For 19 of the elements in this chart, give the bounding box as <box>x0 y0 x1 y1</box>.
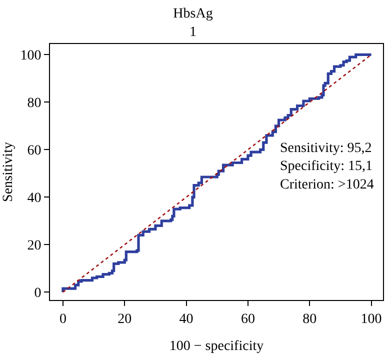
y-tick-label: 60 <box>27 144 42 159</box>
chart-subtitle: 1 <box>190 24 196 40</box>
x-tick-label: 100 <box>360 312 382 327</box>
y-tick-label: 40 <box>27 191 42 206</box>
x-tick-label: 80 <box>302 312 317 327</box>
y-tick-label: 20 <box>27 238 42 254</box>
y-tick-label: 0 <box>34 286 42 302</box>
y-tick-label: 80 <box>27 96 42 112</box>
x-axis-title: 100 − specificity <box>169 339 264 354</box>
annotation: Specificity: 15,1 <box>280 159 373 174</box>
x-tick-label: 40 <box>179 312 194 327</box>
x-tick-label: 60 <box>240 312 255 327</box>
chart-title: HbsAg <box>173 6 213 22</box>
x-tick-label: 20 <box>118 312 132 327</box>
annotation: Sensitivity: 95,2 <box>280 141 372 156</box>
y-axis-title: Sensitivity <box>0 142 16 202</box>
x-tick-label: 0 <box>59 312 66 327</box>
y-tick-label: 100 <box>20 48 42 64</box>
annotation: Criterion: >1024 <box>280 177 374 192</box>
